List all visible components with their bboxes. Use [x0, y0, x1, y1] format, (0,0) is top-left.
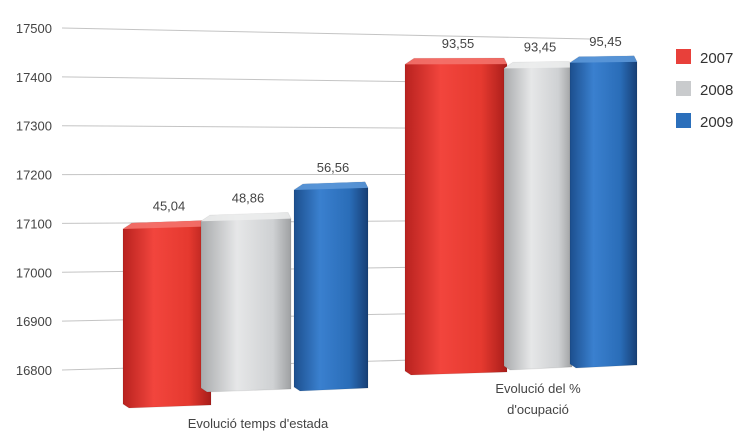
data-label: 48,86: [232, 191, 265, 206]
category-label: Evolució del %: [495, 381, 581, 396]
legend-label: 2009: [700, 114, 733, 131]
y-tick-label: 17100: [16, 216, 52, 231]
legend-swatch-2009: [676, 113, 691, 128]
legend: 2007 2008 2009: [676, 49, 733, 131]
data-label: 93,45: [524, 40, 557, 55]
gridline: [61, 27, 591, 40]
bar-2008: [503, 61, 573, 371]
bar-2007: [122, 219, 212, 409]
y-tick-label: 17000: [16, 265, 52, 280]
bar-top-2007: [123, 220, 211, 229]
bar-2009: [293, 181, 369, 392]
y-tick-label: 16900: [16, 314, 52, 329]
bar-2007: [404, 57, 508, 376]
bar-top-2008: [504, 61, 572, 69]
y-tick-label: 16800: [16, 363, 52, 378]
bar-top-2007: [405, 58, 507, 65]
y-tick-label: 17200: [16, 168, 52, 183]
bar-top-2009: [294, 181, 368, 190]
legend-swatch-2008: [676, 81, 691, 96]
bar-2009: [569, 55, 638, 369]
category-label: Evolució temps d'estada: [188, 416, 329, 431]
bars: [122, 55, 638, 409]
y-tick-label: 17400: [16, 70, 52, 85]
data-label: 93,55: [442, 36, 475, 51]
legend-label: 2008: [700, 82, 733, 99]
y-tick-label: 17500: [16, 21, 52, 36]
data-labels: 45,04 48,86 56,56 93,55 93,45 95,45: [153, 34, 622, 213]
y-axis-ticks: 16800 16900 17000 17100 17200 17300 17400 17500: [16, 21, 52, 378]
legend-label: 2007: [700, 50, 733, 67]
category-labels: Evolució temps d'estada Evolució del % d'o…: [188, 381, 581, 431]
data-label: 45,04: [153, 198, 186, 213]
legend-swatch-2007: [676, 49, 691, 64]
data-label: 95,45: [589, 34, 622, 49]
data-label: 56,56: [317, 160, 350, 175]
category-label: d'ocupació: [507, 402, 569, 417]
bar-top-2008: [201, 212, 291, 222]
bar-top-2009: [570, 55, 637, 63]
bar-2008: [200, 212, 292, 393]
y-tick-label: 17300: [16, 119, 52, 134]
